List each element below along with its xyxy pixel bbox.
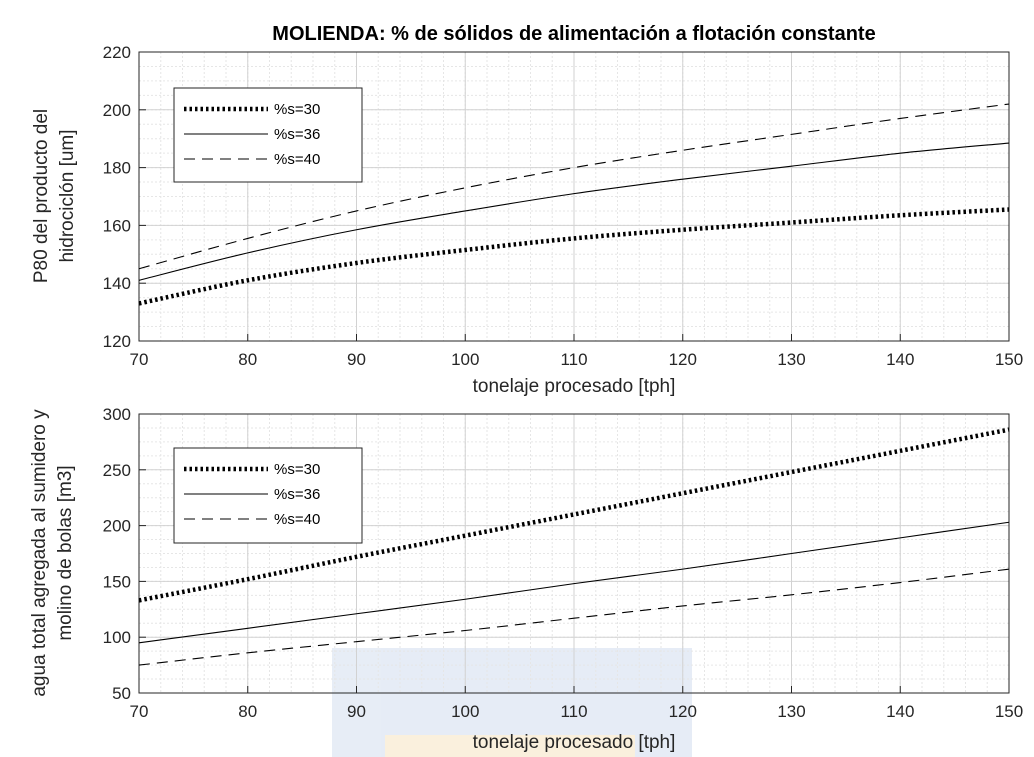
bottom-legend-label-2: %s=36 — [274, 486, 320, 503]
bottom-x-tick-label: 150 — [995, 702, 1023, 721]
top-legend-box — [173, 87, 363, 183]
bottom-x-tick-label: 110 — [560, 702, 587, 721]
bottom-x-tick-label: 100 — [451, 702, 479, 721]
bottom-series — [138, 427, 1010, 666]
bottom-x-axis-label: tonelaje procesado [tph] — [473, 732, 676, 753]
bottom-chart: 70 80 90 100 110 120 130 140 150 50 100 150 200 250 30… — [29, 405, 1023, 753]
top-chart-title: MOLIENDA: % de sólidos de alimentación a… — [272, 23, 875, 45]
top-y-tick-label: 200 — [103, 101, 131, 120]
bottom-y-tick-label: 50 — [112, 684, 131, 703]
top-x-tick-label: 150 — [995, 350, 1023, 369]
watermark-logo — [332, 648, 692, 757]
top-y-tick-label: 160 — [103, 216, 131, 235]
top-y-axis-label-line1: P80 del producto del — [31, 109, 52, 283]
top-x-tick-label: 130 — [777, 350, 805, 369]
top-series-line-1 — [138, 207, 1010, 306]
top-x-tick-label: 140 — [886, 350, 914, 369]
top-legend-label-2: %s=36 — [274, 126, 320, 143]
bottom-legend-label-3: %s=40 — [274, 511, 320, 528]
bottom-series-line-2 — [138, 521, 1010, 644]
bottom-y-tick-label: 100 — [103, 628, 131, 647]
top-series — [138, 103, 1010, 306]
bottom-series-line-3 — [138, 568, 1010, 666]
top-chart: 70 80 90 100 110 120 130 140 150 120 140 160 180 200 2… — [31, 23, 1023, 397]
bottom-x-tick-label: 80 — [238, 702, 257, 721]
bottom-legend: %s=30 %s=36 %s=40 — [173, 447, 363, 544]
bottom-x-tick-label: 130 — [777, 702, 805, 721]
top-series-line-2 — [138, 142, 1010, 281]
bottom-y-tick-label: 200 — [103, 517, 131, 536]
top-x-tick-label: 80 — [238, 350, 257, 369]
bottom-y-axis-label-line2: molino de bolas [m3] — [55, 465, 76, 640]
top-legend: %s=30 %s=36 %s=40 — [173, 87, 363, 183]
top-x-tick-label: 70 — [130, 350, 149, 369]
bottom-series-line-1 — [138, 427, 1010, 603]
top-y-tick-label: 140 — [103, 274, 131, 293]
bottom-y-tick-label: 150 — [103, 572, 131, 591]
top-y-tick-label: 220 — [103, 43, 131, 62]
top-x-axis-label: tonelaje procesado [tph] — [473, 376, 676, 397]
top-ticks: 70 80 90 100 110 120 130 140 150 120 140 160 180 200 2… — [103, 43, 1024, 369]
bottom-x-tick-label: 120 — [669, 702, 697, 721]
top-legend-label-3: %s=40 — [274, 151, 320, 168]
bottom-legend-box — [173, 447, 363, 544]
top-x-tick-label: 90 — [347, 350, 366, 369]
bottom-y-tick-label: 250 — [103, 461, 131, 480]
bottom-legend-label-1: %s=30 — [274, 461, 320, 478]
top-legend-label-1: %s=30 — [274, 101, 320, 118]
bottom-y-tick-label: 300 — [103, 405, 131, 424]
top-y-axis-label: P80 del producto del hidrociclón [um] — [31, 109, 78, 283]
top-y-axis-label-line2: hidrociclón [um] — [57, 129, 78, 262]
top-x-tick-label: 110 — [560, 350, 587, 369]
bottom-x-tick-label: 70 — [130, 702, 149, 721]
bottom-x-tick-label: 90 — [347, 702, 366, 721]
top-series-line-3 — [138, 103, 1010, 270]
bottom-y-axis-label-line1: agua total agregada al sumidero y — [29, 409, 50, 697]
top-x-tick-label: 120 — [669, 350, 697, 369]
bottom-ticks: 70 80 90 100 110 120 130 140 150 50 100 150 200 250 30… — [103, 405, 1024, 721]
top-x-tick-label: 100 — [451, 350, 479, 369]
bottom-y-axis-label: agua total agregada al sumidero y molino… — [29, 409, 76, 697]
bottom-x-tick-label: 140 — [886, 702, 914, 721]
top-y-tick-label: 180 — [103, 159, 131, 178]
top-y-tick-label: 120 — [103, 332, 131, 351]
